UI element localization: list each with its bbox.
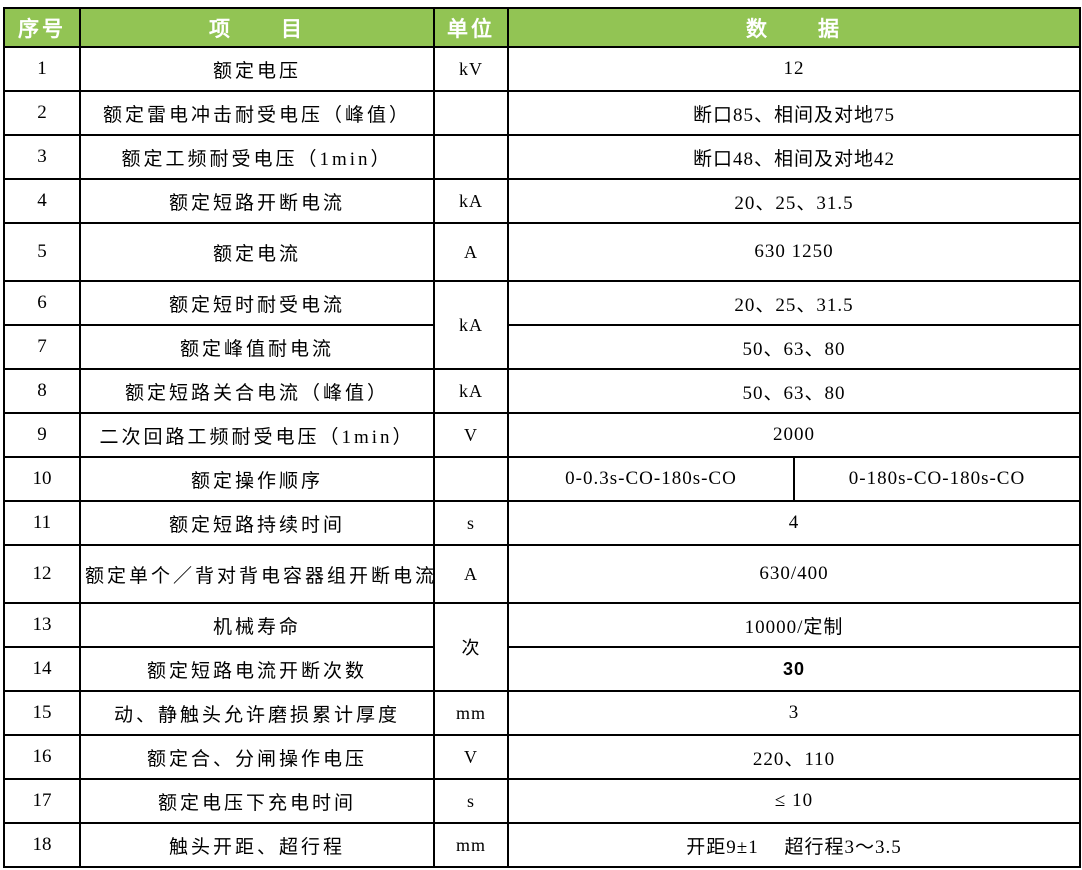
row-no-cell: 15 [3,690,81,736]
row-no-cell: 1 [3,46,81,92]
row-no-cell: 14 [3,646,81,692]
table-row: 18 触头开距、超行程 mm 开距9±1 超行程3～3.5 [3,822,1081,868]
row-item-cell: 额定短路电流开断次数 [79,646,435,692]
row-no-cell: 12 [3,544,81,604]
row-item-cell: 额定短时耐受电流 [79,280,435,326]
row-no-cell: 6 [3,280,81,326]
row-data-cell-left: 0-0.3s-CO-180s-CO [507,456,795,502]
table-row: 13 机械寿命 次 10000/定制 [3,602,1081,692]
row-data-cell: 20、25、31.5 [507,178,1081,224]
table-row: 7 额定峰值耐电流 50、63、80 [3,324,1081,370]
row-unit-cell: kA [433,368,509,414]
row-item-cell: 额定峰值耐电流 [79,324,435,370]
row-item-cell: 触头开距、超行程 [79,822,435,868]
row-item-cell: 额定雷电冲击耐受电压（峰值） [79,90,435,136]
table-row: 9 二次回路工频耐受电压（1min） V 2000 [3,412,1081,458]
table-row: 15 动、静触头允许磨损累计厚度 mm 3 [3,690,1081,736]
row-data-cell: 断口85、相间及对地75 [507,90,1081,136]
row-data-cell: 30 [507,646,1081,692]
row-no-cell: 13 [3,602,81,648]
row-item-cell: 额定操作顺序 [79,456,435,502]
row-unit-cell: mm [433,822,509,868]
row-data-cell: 50、63、80 [507,324,1081,370]
row-item-cell: 额定合、分闸操作电压 [79,734,435,780]
row-no-cell: 9 [3,412,81,458]
row-item-cell: 额定短路开断电流 [79,178,435,224]
row-data-cell: ≤ 10 [507,778,1081,824]
header-unit: 单位 [433,7,509,48]
row-no-cell: 5 [3,222,81,282]
row-data-cell: 50、63、80 [507,368,1081,414]
header-item: 项 目 [79,7,435,48]
row-item-cell: 额定工频耐受电压（1min） [79,134,435,180]
table-row: 10 额定操作顺序 0-0.3s-CO-180s-CO 0-180s-CO-18… [3,456,1081,502]
table-row: 12 额定单个／背对背电容器组开断电流 A 630/400 [3,544,1081,604]
row-item-cell: 额定电压 [79,46,435,92]
row-data-cell: 3 [507,690,1081,736]
row-data-cell: 4 [507,500,1081,546]
row-item-cell: 额定电压下充电时间 [79,778,435,824]
row-data-cell: 10000/定制 [507,602,1081,648]
row-no-cell: 11 [3,500,81,546]
row-unit-cell-merged: 次 [433,602,509,692]
table-row: 8 额定短路关合电流（峰值） kA 50、63、80 [3,368,1081,414]
table-row: 16 额定合、分闸操作电压 V 220、110 [3,734,1081,780]
row-unit-cell: V [433,412,509,458]
row-no-cell: 3 [3,134,81,180]
row-item-cell: 机械寿命 [79,602,435,648]
spec-table: 序号 项 目 单位 数 据 1 额定电压 kV 12 2 额定雷电冲击耐受电压（… [3,7,1081,868]
row-unit-cell: A [433,222,509,282]
row-unit-cell: V [433,734,509,780]
row-data-cell: 630/400 [507,544,1081,604]
row-unit-cell [433,90,509,136]
row-unit-cell [433,456,509,502]
row-item-cell: 额定单个／背对背电容器组开断电流 [79,544,435,604]
table-row: 6 额定短时耐受电流 kA 20、25、31.5 [3,280,1081,370]
row-no-cell: 7 [3,324,81,370]
table-row: 3 额定工频耐受电压（1min） 断口48、相间及对地42 [3,134,1081,180]
row-unit-cell-merged: kA [433,280,509,370]
row-no-cell: 17 [3,778,81,824]
table-row: 2 额定雷电冲击耐受电压（峰值） 断口85、相间及对地75 [3,90,1081,136]
row-unit-cell: s [433,778,509,824]
header-no: 序号 [3,7,81,48]
row-data-cell-right: 0-180s-CO-180s-CO [793,456,1081,502]
row-unit-cell [433,134,509,180]
row-no-cell: 10 [3,456,81,502]
row-unit-cell: A [433,544,509,604]
row-no-cell: 16 [3,734,81,780]
row-data-cell: 开距9±1 超行程3～3.5 [507,822,1081,868]
table-row: 17 额定电压下充电时间 s ≤ 10 [3,778,1081,824]
row-item-cell: 额定短路持续时间 [79,500,435,546]
row-item-cell: 二次回路工频耐受电压（1min） [79,412,435,458]
table-row: 11 额定短路持续时间 s 4 [3,500,1081,546]
header-row: 序号 项 目 单位 数 据 [3,7,1081,48]
row-data-cell: 2000 [507,412,1081,458]
row-data-cell: 630 1250 [507,222,1081,282]
row-no-cell: 4 [3,178,81,224]
table-row: 5 额定电流 A 630 1250 [3,222,1081,282]
row-unit-cell: kV [433,46,509,92]
row-data-cell: 断口48、相间及对地42 [507,134,1081,180]
row-item-cell: 动、静触头允许磨损累计厚度 [79,690,435,736]
row-no-cell: 8 [3,368,81,414]
table-row: 1 额定电压 kV 12 [3,46,1081,92]
row-data-cell: 20、25、31.5 [507,280,1081,326]
row-item-cell: 额定短路关合电流（峰值） [79,368,435,414]
row-no-cell: 18 [3,822,81,868]
table-row: 4 额定短路开断电流 kA 20、25、31.5 [3,178,1081,224]
row-unit-cell: kA [433,178,509,224]
row-data-cell: 12 [507,46,1081,92]
table-row: 14 额定短路电流开断次数 30 [3,646,1081,692]
row-unit-cell: s [433,500,509,546]
header-data: 数 据 [507,7,1081,48]
row-item-cell: 额定电流 [79,222,435,282]
row-no-cell: 2 [3,90,81,136]
row-unit-cell: mm [433,690,509,736]
row-data-cell: 220、110 [507,734,1081,780]
